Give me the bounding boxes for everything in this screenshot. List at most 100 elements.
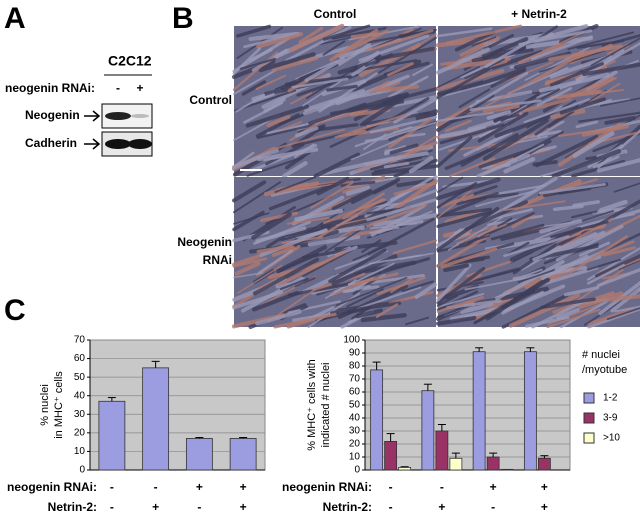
error-bar [372, 361, 381, 370]
cell [334, 113, 406, 139]
cell [587, 76, 617, 94]
bar [398, 466, 412, 471]
condition-sign: - [154, 480, 158, 494]
cell [279, 277, 309, 291]
bar [435, 430, 449, 471]
cell [490, 223, 545, 241]
cell [231, 148, 279, 170]
condition-sign: - [110, 500, 114, 514]
cell [469, 99, 542, 112]
cell [435, 105, 473, 127]
cell-texture [231, 175, 439, 330]
y-axis-label: in MHC⁺ cells [53, 371, 65, 439]
cell [523, 31, 585, 62]
cell [371, 164, 438, 176]
cell [368, 254, 422, 265]
cell [412, 63, 434, 76]
cell [558, 188, 592, 195]
cell [595, 254, 640, 278]
band-label: Cadherin [25, 136, 77, 150]
condition-sign: + [490, 480, 497, 494]
cell [281, 161, 308, 179]
error-bar [451, 452, 460, 459]
cell [307, 234, 361, 247]
cell [346, 288, 384, 308]
cell [265, 233, 289, 249]
cell [294, 143, 315, 158]
cell [487, 143, 545, 174]
panel-letter: C [4, 294, 26, 327]
cell [335, 276, 408, 307]
error-bar [526, 347, 535, 352]
cell [239, 57, 277, 70]
cell [256, 123, 316, 139]
y-tick-label: 70 [74, 335, 86, 346]
cell [540, 297, 596, 310]
cell [376, 276, 426, 295]
cell [285, 223, 332, 237]
cell [599, 240, 635, 257]
cell [503, 235, 570, 258]
cell [232, 181, 282, 214]
cell [305, 68, 355, 100]
cell [500, 88, 560, 123]
cell [436, 234, 490, 268]
cell [330, 301, 402, 315]
cell [551, 148, 622, 179]
y-tick-label: 50 [74, 372, 86, 383]
cell [436, 295, 484, 313]
legend-title: # nuclei [582, 349, 620, 361]
cell [445, 36, 501, 69]
band [128, 139, 152, 149]
cell [436, 294, 458, 307]
cell [536, 87, 573, 107]
cell [233, 272, 264, 279]
bar [472, 351, 486, 471]
error-bar [239, 437, 248, 439]
cell [475, 189, 537, 208]
cell [383, 161, 410, 169]
cell [256, 244, 294, 254]
arrow [84, 110, 101, 122]
cell [559, 97, 606, 115]
cell [435, 315, 477, 326]
error-bar [423, 383, 432, 391]
cell [350, 31, 380, 39]
cell [466, 212, 535, 245]
y-axis-label: % MHC⁺ cells with [306, 359, 318, 450]
bar [500, 468, 514, 471]
cell [248, 31, 300, 41]
cell [437, 78, 508, 99]
y-tick-label: 30 [74, 409, 86, 420]
cell [436, 136, 473, 168]
cell [232, 290, 284, 310]
cell [258, 52, 316, 73]
cell [284, 75, 351, 87]
error-bar [540, 455, 549, 459]
cell [464, 58, 505, 80]
cell [436, 263, 472, 302]
cell [596, 268, 640, 288]
legend-swatch [583, 392, 595, 404]
y-tick-label: 0 [79, 465, 85, 476]
cell [243, 101, 284, 124]
cell [338, 127, 400, 138]
cell-texture [435, 176, 640, 329]
condition-sign: - [389, 480, 393, 494]
cell [586, 263, 625, 285]
cell [582, 62, 640, 77]
cell [404, 316, 430, 326]
cell [320, 209, 393, 228]
cell [359, 42, 421, 78]
cell [532, 160, 558, 167]
cell [471, 36, 497, 47]
cell [274, 176, 317, 193]
cell [401, 280, 434, 293]
column-label: Control [314, 7, 357, 21]
cell [437, 66, 480, 88]
cell [273, 312, 337, 329]
y-tick-label: 30 [349, 426, 361, 437]
y-tick-label: 90 [349, 348, 361, 359]
cell [316, 176, 350, 196]
